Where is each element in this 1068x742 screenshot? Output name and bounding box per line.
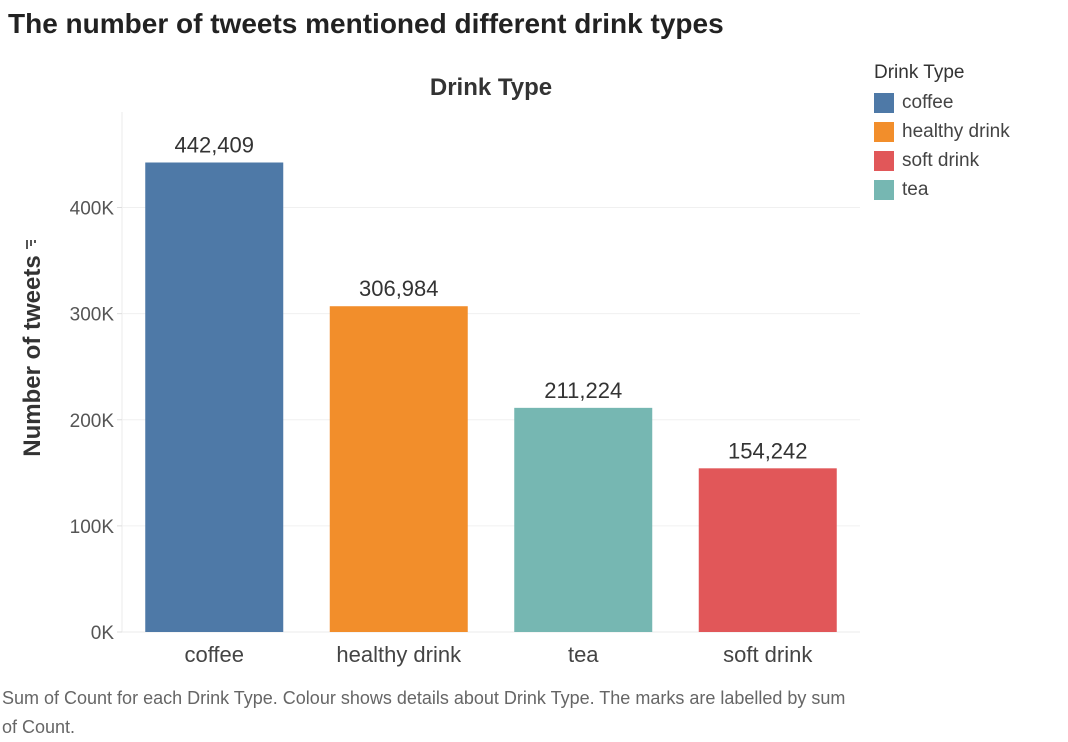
x-axis-header: Drink Type (430, 74, 552, 101)
category-label: soft drink (723, 642, 813, 667)
y-axis-ticks: 0K 100K 200K 300K 400K (70, 199, 122, 644)
sort-icon[interactable] (26, 240, 36, 249)
category-labels: coffee healthy drink tea soft drink (184, 642, 813, 667)
bar-chart: Drink Type 0K 100K 200K 300K 400K Number of … (19, 74, 860, 667)
bar-healthy-drink[interactable] (329, 306, 468, 632)
category-label: healthy drink (336, 642, 462, 667)
chart-caption: Sum of Count for each Drink Type. Colour… (2, 688, 846, 737)
category-label: tea (568, 642, 599, 667)
bars (145, 162, 837, 632)
legend-swatch (874, 179, 894, 200)
y-tick-label: 100K (70, 517, 115, 538)
legend-label: tea (902, 178, 929, 200)
legend-swatch (874, 92, 894, 113)
bar-value-label: 306,984 (359, 276, 439, 301)
bar-value-label: 154,242 (728, 438, 808, 463)
chart-title: The number of tweets mentioned different… (8, 8, 724, 39)
legend-label: healthy drink (902, 120, 1010, 142)
legend-label: coffee (902, 91, 954, 113)
y-tick-label: 300K (70, 305, 115, 326)
legend-item-coffee[interactable]: coffee (874, 88, 1010, 117)
legend: Drink Type coffee healthy drink soft dri… (874, 62, 1010, 204)
bar-soft-drink[interactable] (698, 468, 837, 632)
y-tick-label: 400K (70, 199, 115, 220)
legend-swatch (874, 121, 894, 142)
y-tick-label: 0K (91, 623, 115, 644)
bar-value-label: 211,224 (544, 378, 622, 403)
legend-item-healthy-drink[interactable]: healthy drink (874, 117, 1010, 146)
category-label: coffee (184, 642, 244, 667)
legend-label: soft drink (902, 149, 980, 171)
y-tick-label: 200K (70, 411, 115, 432)
bar-coffee[interactable] (145, 162, 284, 632)
legend-title: Drink Type (874, 62, 965, 83)
legend-item-tea[interactable]: tea (874, 175, 1010, 204)
legend-swatch (874, 150, 894, 171)
bar-tea[interactable] (514, 407, 653, 632)
y-axis-title: Number of tweets (19, 255, 46, 456)
bar-value-labels: 442,409 306,984 211,224 154,242 (174, 133, 807, 464)
legend-item-soft-drink[interactable]: soft drink (874, 146, 1010, 175)
bar-value-label: 442,409 (174, 133, 254, 158)
